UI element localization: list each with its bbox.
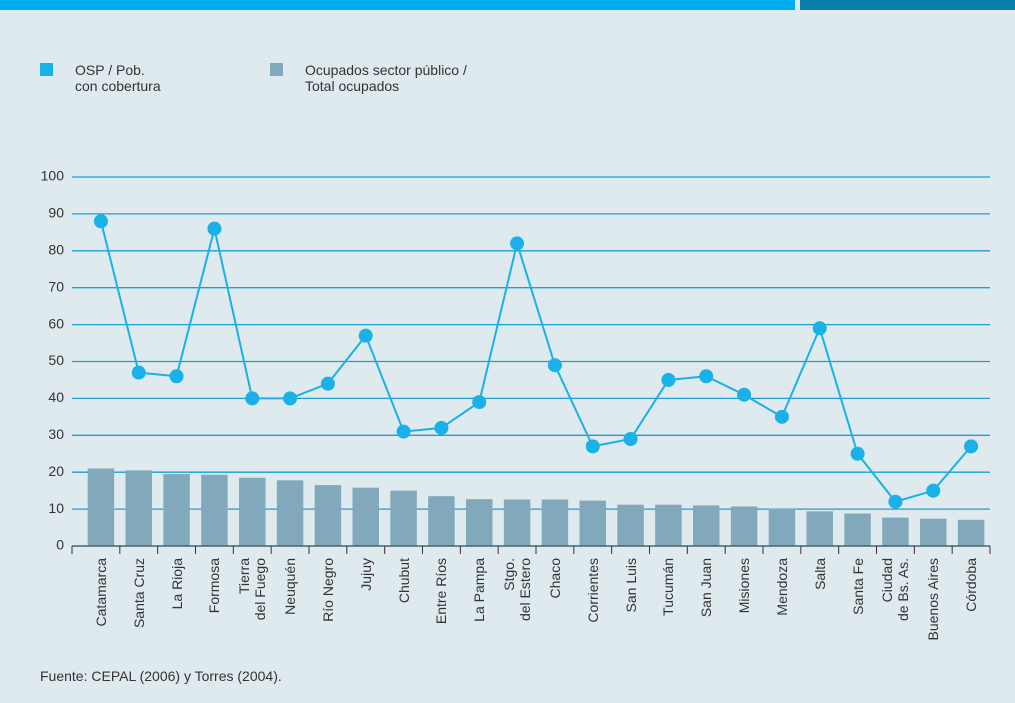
x-tick-label: Buenos Aires: [925, 558, 942, 641]
marker: [510, 236, 525, 251]
x-tick-label: Ciudad de Bs. As.: [879, 558, 912, 622]
marker: [964, 439, 979, 454]
x-tick-label: Chubut: [395, 558, 412, 604]
bar: [466, 499, 493, 546]
legend-swatch: [270, 63, 283, 76]
marker: [623, 431, 638, 446]
marker: [661, 372, 676, 387]
marker: [699, 369, 714, 384]
x-tick-label: Entre Ríos: [433, 558, 450, 625]
legend-label: Ocupados sector público / Total ocupados: [305, 62, 467, 94]
x-tick-label: Stgo. del Estero: [501, 558, 534, 622]
bar: [806, 511, 833, 546]
marker: [358, 328, 373, 343]
bar: [844, 513, 871, 546]
marker: [169, 369, 184, 384]
x-tick-label: Corrientes: [584, 558, 601, 623]
x-tick-label: La Pampa: [471, 558, 488, 622]
bar: [882, 517, 909, 546]
x-tick-label: Catamarca: [92, 558, 109, 627]
x-tick-label: La Rioja: [168, 558, 185, 610]
marker: [547, 358, 562, 373]
y-tick-label: 90: [48, 205, 64, 221]
marker: [93, 214, 108, 229]
x-tick-label: Río Negro: [319, 558, 336, 622]
marker: [926, 483, 941, 498]
legend-label: OSP / Pob. con cobertura: [75, 62, 161, 94]
marker: [585, 439, 600, 454]
top-bar: [0, 0, 795, 10]
marker: [774, 409, 789, 424]
y-tick-label: 80: [48, 242, 64, 258]
bar: [428, 496, 455, 546]
x-tick-label: San Juan: [698, 558, 715, 618]
line: [99, 221, 972, 503]
y-tick-label: 20: [48, 463, 64, 479]
y-tick-label: 40: [48, 389, 64, 405]
x-tick-label: Córdoba: [963, 558, 980, 612]
bar: [239, 477, 266, 546]
marker: [850, 446, 865, 461]
marker: [737, 387, 752, 402]
marker: [434, 420, 449, 435]
bar: [314, 485, 342, 546]
bar: [730, 506, 758, 546]
y-tick-label: 0: [56, 537, 64, 553]
marker: [245, 391, 260, 406]
x-tick-label: Jujuy: [357, 558, 374, 591]
bar: [655, 504, 682, 546]
bar: [768, 508, 796, 546]
marker: [320, 376, 335, 391]
x-tick-label: Misiones: [736, 558, 753, 614]
marker: [812, 321, 827, 336]
bar: [352, 487, 379, 546]
bar: [87, 468, 115, 546]
bar: [617, 504, 644, 546]
bar: [541, 499, 569, 546]
x-tick-label: San Luis: [622, 558, 639, 613]
top-bar-dark: [800, 0, 1015, 10]
bar: [390, 490, 417, 546]
bar: [125, 470, 152, 546]
bar: [693, 505, 720, 546]
bar: [276, 480, 304, 546]
x-tick-label: Tierra del Fuego: [236, 558, 269, 621]
y-tick-label: 30: [48, 426, 64, 442]
x-tick-label: Santa Cruz: [130, 558, 147, 629]
x-tick-label: Neuquén: [282, 558, 299, 615]
x-tick-label: Formosa: [206, 558, 223, 614]
y-tick-label: 10: [48, 500, 64, 516]
bar: [579, 500, 606, 546]
bar: [503, 499, 531, 546]
x-tick-label: Salta: [811, 558, 828, 590]
marker: [283, 391, 298, 406]
bar: [957, 519, 985, 546]
x-tick-label: Tucumán: [660, 558, 677, 616]
marker: [888, 494, 903, 509]
marker: [131, 365, 146, 380]
legend-swatch: [40, 63, 53, 76]
marker: [472, 395, 487, 410]
x-tick-label: Santa Fe: [849, 558, 866, 615]
x-tick-label: Mendoza: [773, 558, 790, 616]
y-tick-label: 70: [48, 278, 64, 294]
x-tick-label: Chaco: [546, 558, 563, 599]
y-tick-label: 100: [41, 168, 65, 184]
bar: [920, 518, 947, 546]
marker: [396, 424, 411, 439]
y-tick-label: 60: [48, 315, 64, 331]
y-tick-label: 50: [48, 352, 64, 368]
source: Fuente: CEPAL (2006) y Torres (2004).: [40, 668, 282, 684]
marker: [207, 221, 222, 236]
bar: [201, 474, 228, 546]
bar: [163, 474, 190, 546]
